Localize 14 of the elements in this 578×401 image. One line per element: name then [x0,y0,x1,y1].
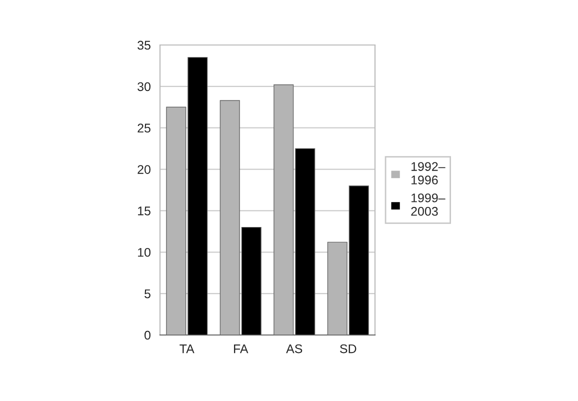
y-tick-label: 35 [138,40,150,50]
x-tick-label: AS [286,344,302,354]
x-tick-label: TA [180,344,194,354]
y-tick-label: 25 [138,124,150,133]
y-tick-label: 10 [138,248,150,257]
y-tick-label: 30 [138,82,150,92]
y-tick-label: 15 [138,206,150,216]
y-tick-label: 0 [144,330,150,340]
legend-label: 1992– 1996 [412,162,446,184]
y-tick-label: 5 [144,290,150,298]
x-tick-label: SD [340,344,356,354]
y-tick-label: 20 [138,165,150,174]
x-tick-label: FA [234,344,248,354]
legend-label: 1999– 2003 [411,193,446,216]
